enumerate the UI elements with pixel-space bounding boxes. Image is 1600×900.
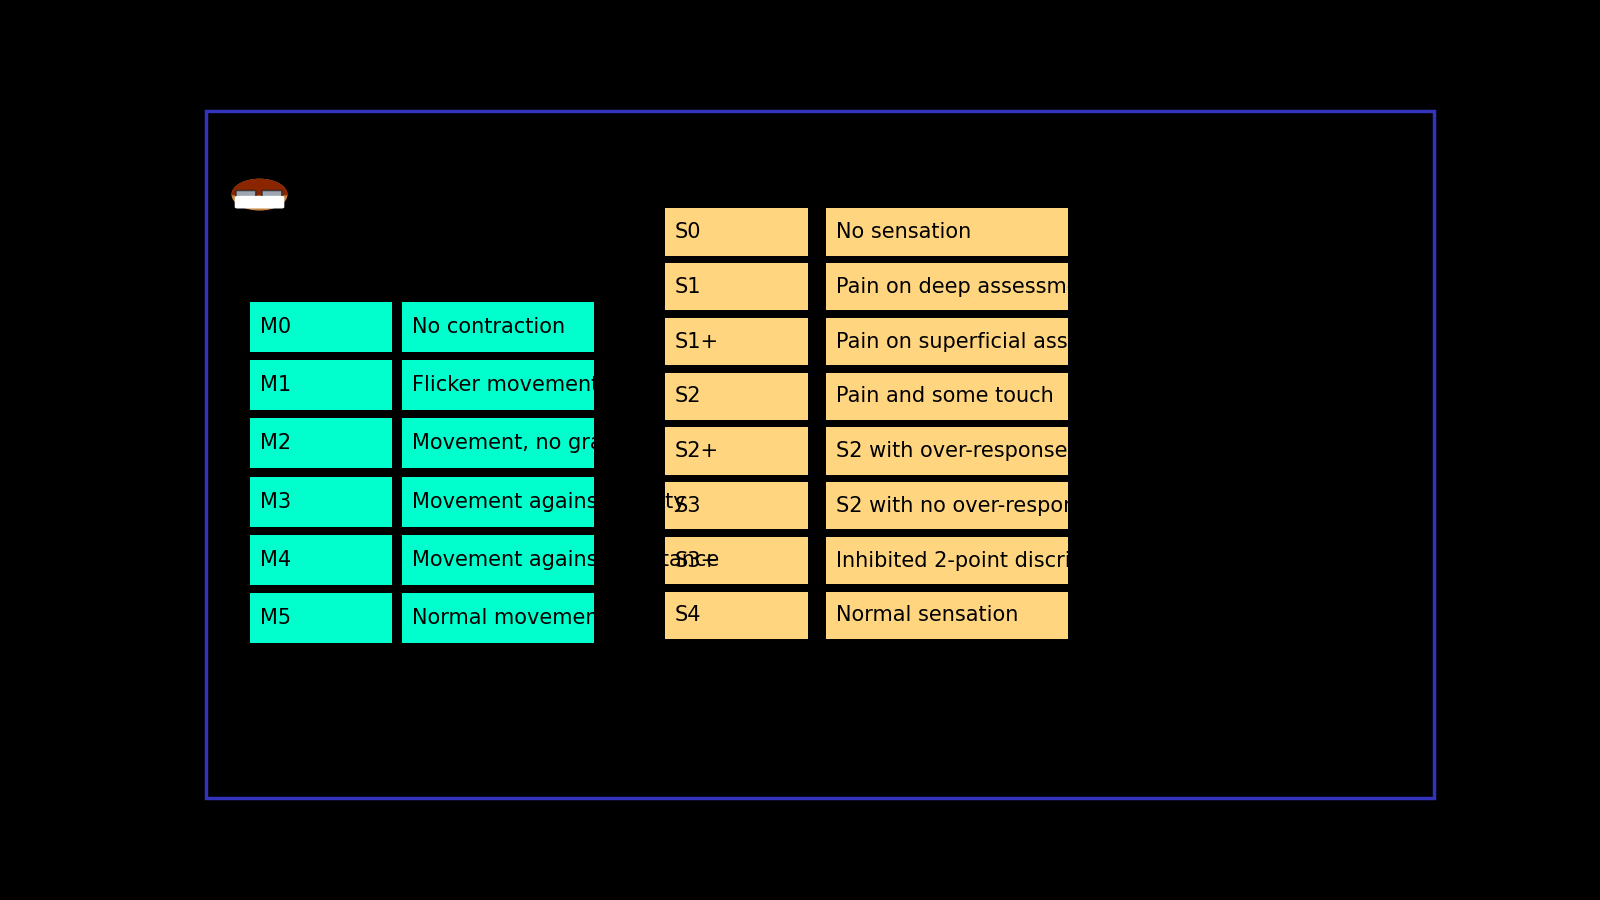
Text: S2 with no over-response: S2 with no over-response — [837, 496, 1101, 516]
Text: No sensation: No sensation — [837, 222, 971, 242]
FancyBboxPatch shape — [666, 428, 808, 474]
FancyBboxPatch shape — [666, 591, 808, 639]
Circle shape — [232, 179, 286, 210]
FancyBboxPatch shape — [826, 482, 1069, 529]
Text: Inhibited 2-point discrimination: Inhibited 2-point discrimination — [837, 551, 1163, 571]
Text: M2: M2 — [259, 434, 291, 454]
Text: S3: S3 — [675, 496, 701, 516]
FancyBboxPatch shape — [402, 593, 594, 643]
FancyBboxPatch shape — [826, 537, 1069, 584]
Text: Flicker movement: Flicker movement — [413, 375, 600, 395]
Text: Movement, no gravity: Movement, no gravity — [413, 434, 642, 454]
Text: S2: S2 — [675, 386, 701, 406]
FancyBboxPatch shape — [250, 302, 392, 352]
Text: M1: M1 — [259, 375, 291, 395]
FancyBboxPatch shape — [402, 302, 594, 352]
Text: Pain on deep assessment: Pain on deep assessment — [837, 277, 1101, 297]
Text: S3+: S3+ — [675, 551, 718, 571]
Text: S2 with over-response: S2 with over-response — [837, 441, 1067, 461]
FancyBboxPatch shape — [826, 263, 1069, 310]
Text: S0: S0 — [675, 222, 701, 242]
FancyBboxPatch shape — [826, 373, 1069, 419]
FancyBboxPatch shape — [666, 209, 808, 256]
FancyBboxPatch shape — [826, 591, 1069, 639]
FancyBboxPatch shape — [235, 191, 256, 198]
FancyBboxPatch shape — [250, 418, 392, 468]
Text: Movement against resistance: Movement against resistance — [413, 550, 720, 570]
FancyBboxPatch shape — [826, 318, 1069, 365]
FancyBboxPatch shape — [666, 318, 808, 365]
Text: S1+: S1+ — [675, 331, 718, 352]
FancyBboxPatch shape — [402, 418, 594, 468]
FancyBboxPatch shape — [250, 593, 392, 643]
Text: M0: M0 — [259, 317, 291, 337]
FancyBboxPatch shape — [250, 360, 392, 410]
FancyBboxPatch shape — [402, 535, 594, 585]
Text: Movement against gravity: Movement against gravity — [413, 491, 686, 511]
FancyBboxPatch shape — [666, 373, 808, 419]
Text: Normal movement: Normal movement — [413, 608, 606, 628]
Text: Pain and some touch: Pain and some touch — [837, 386, 1054, 406]
FancyBboxPatch shape — [666, 537, 808, 584]
Text: M3: M3 — [259, 491, 291, 511]
FancyBboxPatch shape — [250, 535, 392, 585]
Text: S4: S4 — [675, 606, 701, 626]
FancyBboxPatch shape — [262, 191, 282, 198]
Text: M4: M4 — [259, 550, 291, 570]
FancyBboxPatch shape — [826, 428, 1069, 474]
Text: S1: S1 — [675, 277, 701, 297]
Text: S2+: S2+ — [675, 441, 718, 461]
FancyBboxPatch shape — [402, 477, 594, 526]
Text: No contraction: No contraction — [413, 317, 565, 337]
Wedge shape — [232, 179, 286, 194]
FancyBboxPatch shape — [666, 482, 808, 529]
FancyBboxPatch shape — [235, 196, 285, 209]
Text: M5: M5 — [259, 608, 291, 628]
FancyBboxPatch shape — [826, 209, 1069, 256]
FancyBboxPatch shape — [666, 263, 808, 310]
FancyBboxPatch shape — [250, 477, 392, 526]
Text: Normal sensation: Normal sensation — [837, 606, 1019, 626]
FancyBboxPatch shape — [402, 360, 594, 410]
Text: Pain on superficial assessment: Pain on superficial assessment — [837, 331, 1157, 352]
